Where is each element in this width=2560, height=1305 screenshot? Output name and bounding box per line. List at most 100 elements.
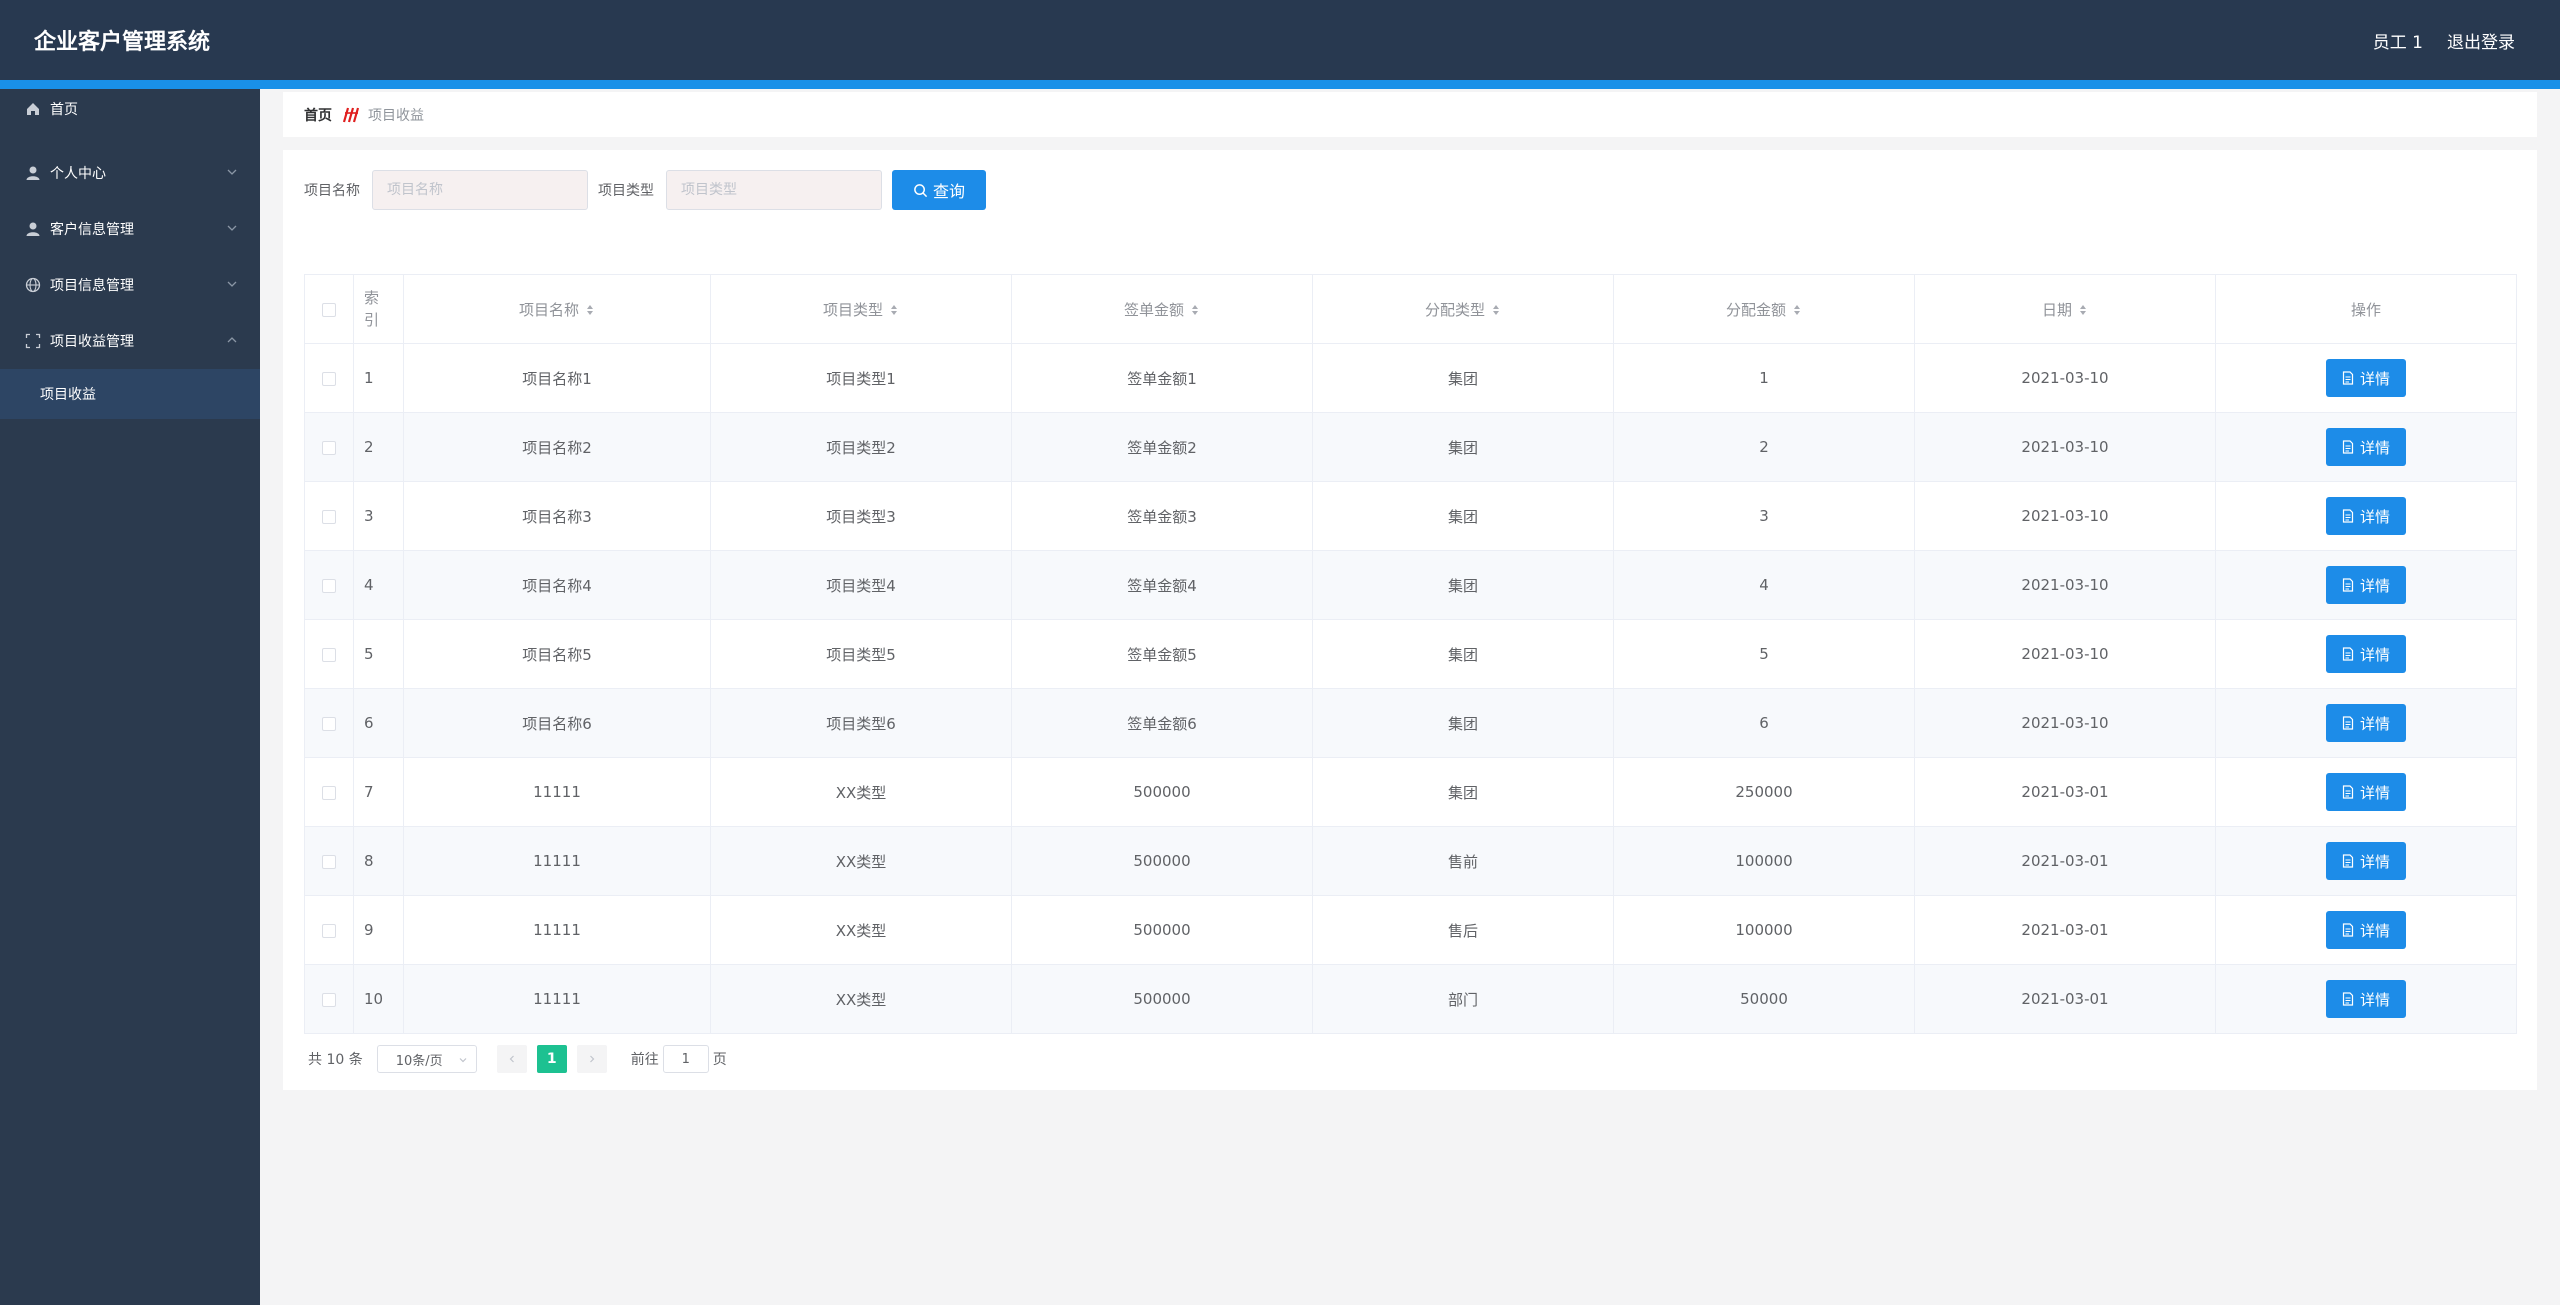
cell-signing-amount: 500000 bbox=[1011, 964, 1313, 1034]
cell-signing-amount: 签单金额6 bbox=[1011, 688, 1313, 758]
row-select-cell bbox=[304, 688, 354, 758]
row-checkbox[interactable] bbox=[322, 509, 336, 524]
sidebar-item-customer-info[interactable]: 客户信息管理 bbox=[0, 201, 260, 257]
row-checkbox[interactable] bbox=[322, 923, 336, 938]
project-type-label: 项目类型 bbox=[598, 183, 654, 199]
sidebar-item-project-revenue[interactable]: 项目收益管理 bbox=[0, 313, 260, 369]
cell-project-name: 11111 bbox=[403, 895, 711, 965]
cell-project-name: 项目名称1 bbox=[403, 343, 711, 413]
sidebar-subitem-project-revenue[interactable]: 项目收益 bbox=[0, 369, 260, 419]
row-checkbox[interactable] bbox=[322, 854, 336, 869]
row-select-cell bbox=[304, 895, 354, 965]
row-checkbox[interactable] bbox=[322, 785, 336, 800]
user-icon bbox=[24, 164, 42, 182]
sidebar-item-home[interactable]: 首页 bbox=[0, 89, 260, 129]
header-label: 日期 bbox=[2041, 300, 2072, 319]
document-icon bbox=[2342, 647, 2354, 661]
globe-icon bbox=[24, 276, 42, 294]
detail-button[interactable]: 详情 bbox=[2326, 428, 2406, 466]
document-icon bbox=[2342, 716, 2354, 730]
detail-button[interactable]: 详情 bbox=[2326, 359, 2406, 397]
header-project-name[interactable]: 项目名称 bbox=[403, 274, 711, 344]
document-icon bbox=[2342, 440, 2354, 454]
header-date[interactable]: 日期 bbox=[1914, 274, 2216, 344]
select-all-checkbox[interactable] bbox=[322, 302, 336, 317]
detail-button[interactable]: 详情 bbox=[2326, 566, 2406, 604]
table-row: 10 11111 XX类型 500000 部门 50000 2021-03-01 详情 bbox=[304, 964, 2517, 1034]
current-user[interactable]: 员工 1 bbox=[2372, 33, 2423, 53]
table-row: 4 项目名称4 项目类型4 签单金额4 集团 4 2021-03-10 详情 bbox=[304, 550, 2517, 620]
cell-project-name: 项目名称6 bbox=[403, 688, 711, 758]
cell-actions: 详情 bbox=[2215, 550, 2517, 620]
row-checkbox[interactable] bbox=[322, 371, 336, 386]
cell-date: 2021-03-10 bbox=[1914, 688, 2216, 758]
row-select-cell bbox=[304, 619, 354, 689]
table-row: 2 项目名称2 项目类型2 签单金额2 集团 2 2021-03-10 详情 bbox=[304, 412, 2517, 482]
page-size-select[interactable]: 10条/页 bbox=[376, 1045, 477, 1073]
project-name-input[interactable] bbox=[372, 170, 588, 210]
header-accent-stripe bbox=[0, 80, 2560, 89]
header-distribution-amount[interactable]: 分配金额 bbox=[1613, 274, 1915, 344]
detail-button[interactable]: 详情 bbox=[2326, 704, 2406, 742]
chevron-up-icon bbox=[227, 337, 237, 343]
cell-distribution-amount: 4 bbox=[1613, 550, 1915, 620]
top-header: 企业客户管理系统 员工 1 退出登录 bbox=[0, 0, 2560, 80]
cell-date: 2021-03-10 bbox=[1914, 550, 2216, 620]
header-distribution-type[interactable]: 分配类型 bbox=[1312, 274, 1614, 344]
cell-distribution-amount: 50000 bbox=[1613, 964, 1915, 1034]
detail-button[interactable]: 详情 bbox=[2326, 635, 2406, 673]
breadcrumb-home[interactable]: 首页 bbox=[304, 107, 332, 124]
search-button[interactable]: 查询 bbox=[892, 170, 986, 210]
detail-button[interactable]: 详情 bbox=[2326, 842, 2406, 880]
table-row: 7 11111 XX类型 500000 集团 250000 2021-03-01 详情 bbox=[304, 757, 2517, 827]
detail-button[interactable]: 详情 bbox=[2326, 497, 2406, 535]
header-label: 项目名称 bbox=[518, 300, 579, 319]
project-type-input[interactable] bbox=[666, 170, 882, 210]
header-signing-amount[interactable]: 签单金额 bbox=[1011, 274, 1313, 344]
cell-distribution-type: 集团 bbox=[1312, 619, 1614, 689]
chevron-down-icon bbox=[227, 281, 237, 287]
cell-project-name: 项目名称5 bbox=[403, 619, 711, 689]
row-select-cell bbox=[304, 550, 354, 620]
row-checkbox[interactable] bbox=[322, 578, 336, 593]
breadcrumb-separator-icon bbox=[342, 107, 360, 123]
page-jump-prefix: 前往 bbox=[630, 1052, 659, 1068]
project-name-label: 项目名称 bbox=[304, 183, 360, 199]
row-checkbox[interactable] bbox=[322, 440, 336, 455]
detail-button[interactable]: 详情 bbox=[2326, 980, 2406, 1018]
page-jump-input[interactable] bbox=[662, 1045, 709, 1073]
header-label: 分配类型 bbox=[1424, 300, 1485, 319]
cell-date: 2021-03-10 bbox=[1914, 343, 2216, 413]
detail-button-label: 详情 bbox=[2359, 783, 2390, 802]
table-body: 1 项目名称1 项目类型1 签单金额1 集团 1 2021-03-10 详情 2 项目名称2 项目类… bbox=[304, 343, 2517, 1034]
cell-distribution-amount: 2 bbox=[1613, 412, 1915, 482]
next-page-button[interactable] bbox=[576, 1045, 607, 1073]
sort-icon bbox=[1192, 305, 1198, 315]
row-checkbox[interactable] bbox=[322, 716, 336, 731]
cell-index: 9 bbox=[353, 895, 404, 965]
header-project-type[interactable]: 项目类型 bbox=[710, 274, 1012, 344]
row-checkbox[interactable] bbox=[322, 992, 336, 1007]
sidebar-item-personal-center[interactable]: 个人中心 bbox=[0, 145, 260, 201]
cell-project-name: 项目名称2 bbox=[403, 412, 711, 482]
cell-date: 2021-03-01 bbox=[1914, 757, 2216, 827]
row-checkbox[interactable] bbox=[322, 647, 336, 662]
cell-signing-amount: 签单金额2 bbox=[1011, 412, 1313, 482]
detail-button-label: 详情 bbox=[2359, 507, 2390, 526]
cell-distribution-type: 售后 bbox=[1312, 895, 1614, 965]
logout-link[interactable]: 退出登录 bbox=[2447, 33, 2515, 53]
cell-project-type: 项目类型1 bbox=[710, 343, 1012, 413]
cell-date: 2021-03-01 bbox=[1914, 826, 2216, 896]
cell-distribution-amount: 1 bbox=[1613, 343, 1915, 413]
row-select-cell bbox=[304, 481, 354, 551]
row-select-cell bbox=[304, 757, 354, 827]
prev-page-button[interactable] bbox=[496, 1045, 527, 1073]
document-icon bbox=[2342, 992, 2354, 1006]
cell-date: 2021-03-01 bbox=[1914, 895, 2216, 965]
sidebar: 首页 个人中心 客户信息管理 项目信息管理 项目收益管理 项目收益 bbox=[0, 89, 260, 1305]
detail-button[interactable]: 详情 bbox=[2326, 773, 2406, 811]
page-number-current[interactable]: 1 bbox=[536, 1045, 567, 1073]
sidebar-item-project-info[interactable]: 项目信息管理 bbox=[0, 257, 260, 313]
detail-button[interactable]: 详情 bbox=[2326, 911, 2406, 949]
page-jump: 前往 页 bbox=[631, 1045, 727, 1073]
